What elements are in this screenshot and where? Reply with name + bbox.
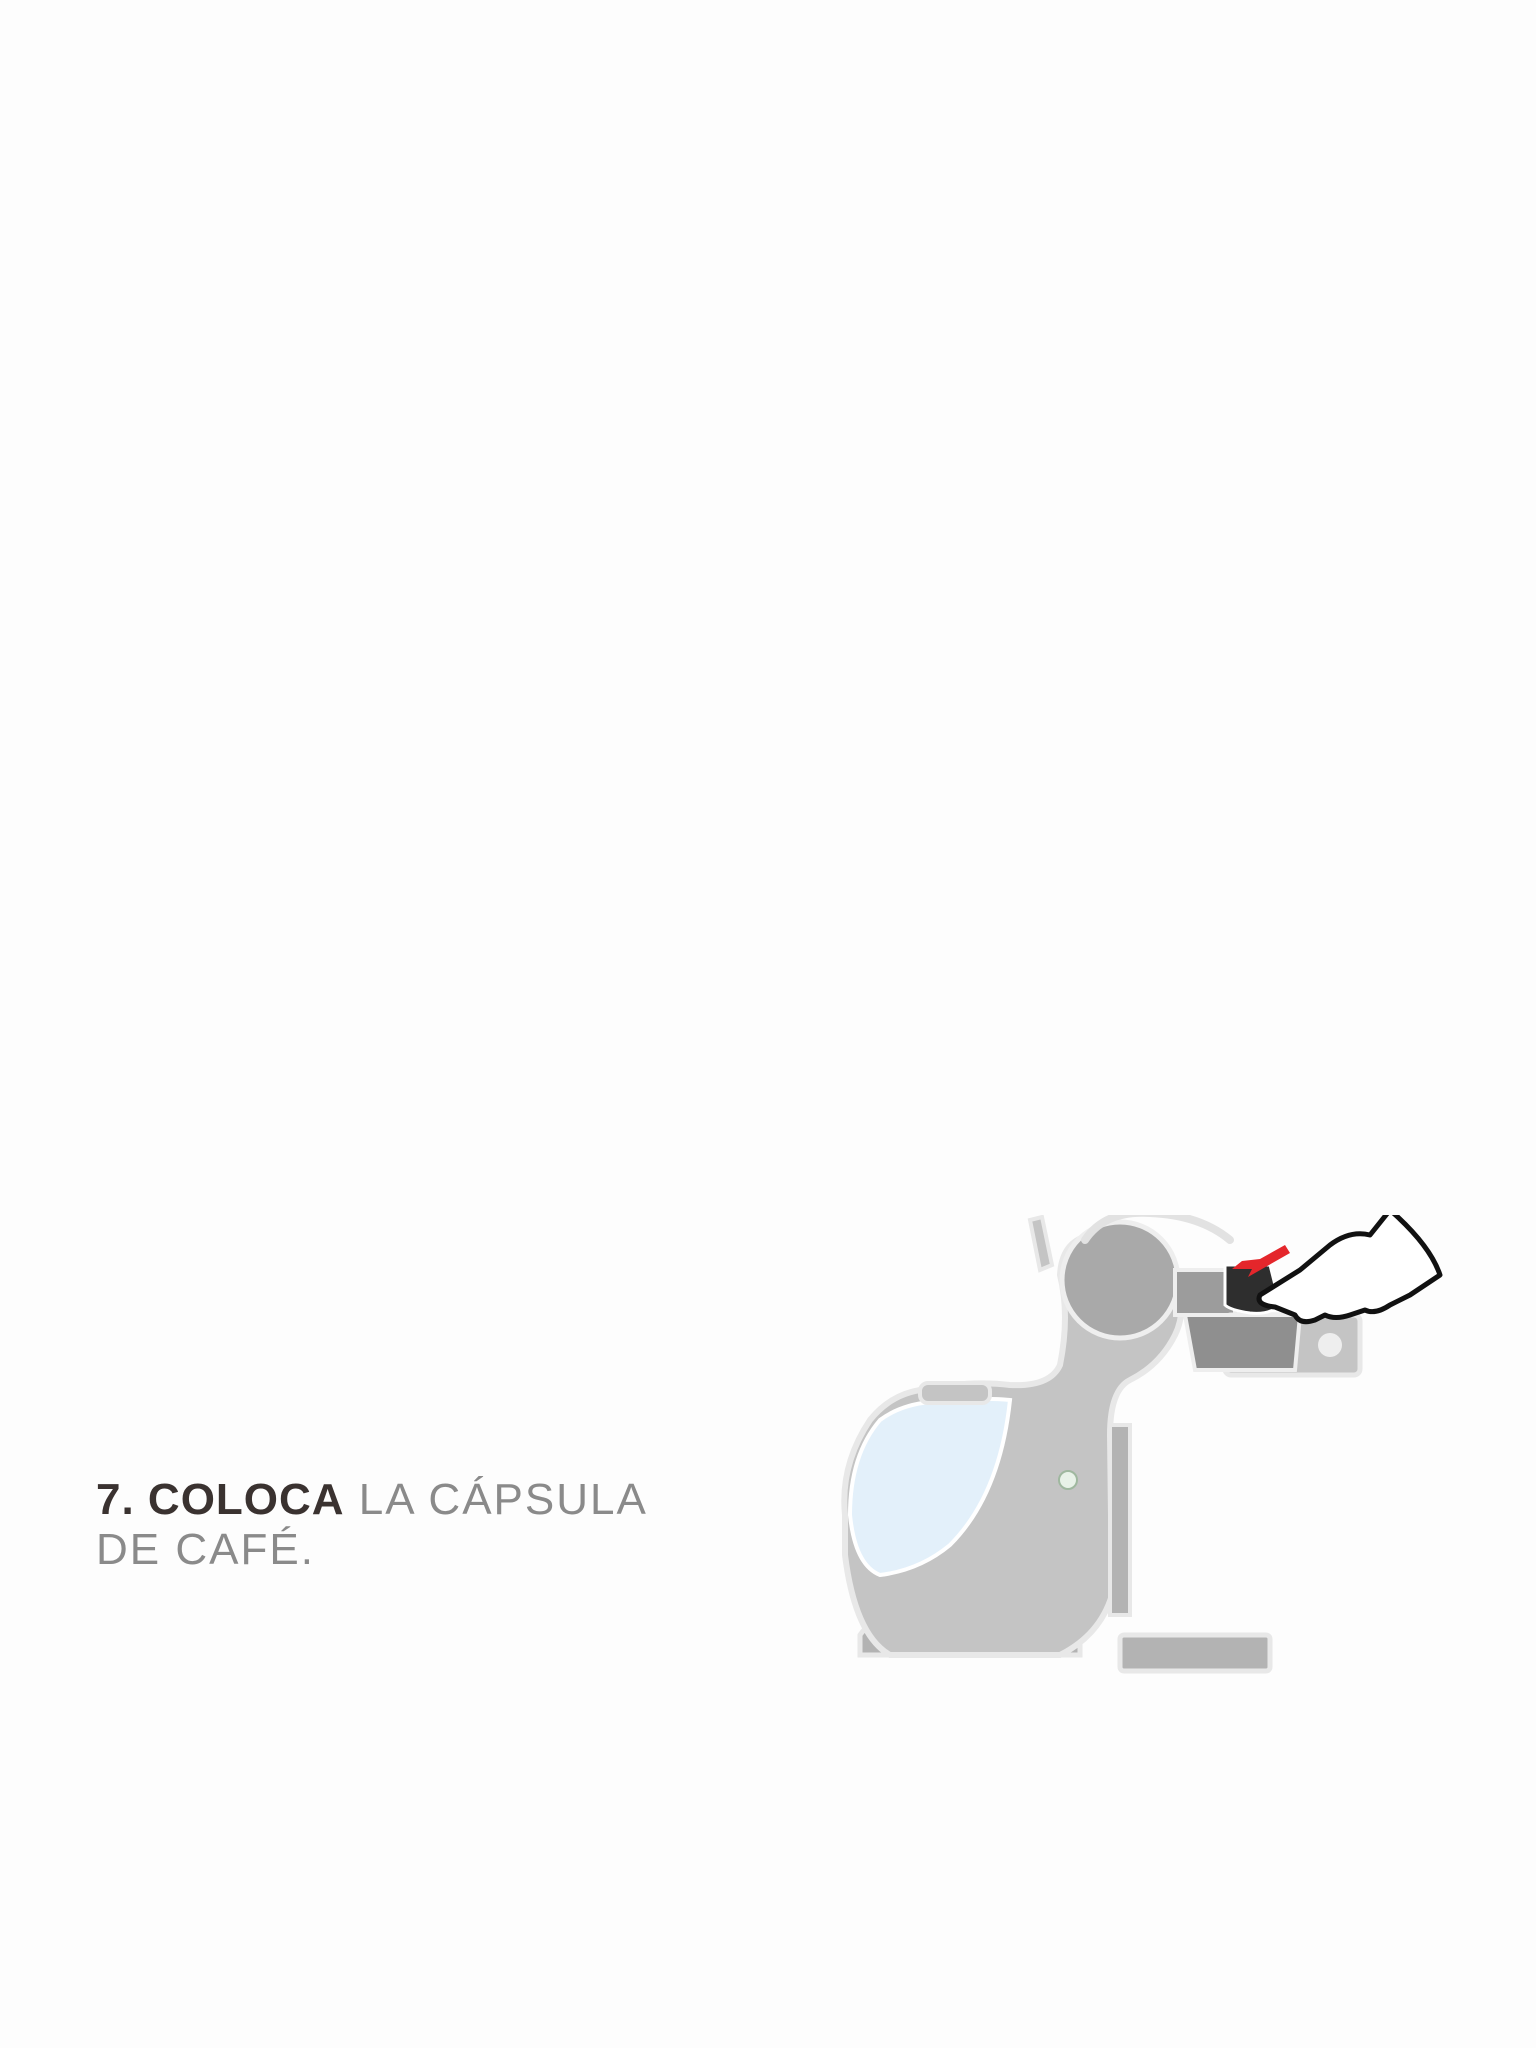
step-text-line1: LA CÁPSULA [344,1475,648,1524]
water-tank [847,1396,1013,1578]
drip-tray [1117,1632,1273,1674]
holder-cup [1182,1313,1303,1372]
head-dial [1059,1219,1181,1341]
power-icon [1058,1470,1078,1490]
side-column [1108,1423,1132,1617]
hand-icon [1256,1215,1443,1325]
holder-hole [1318,1333,1342,1357]
tank-lid [918,1381,992,1405]
step-action-bold: 7. COLOCA [96,1475,345,1524]
step-instruction: 7. COLOCA LA CÁPSULA DE CAFÉ. [96,1475,716,1575]
insert-arrow-icon [1232,1245,1290,1277]
step-text-line2: DE CAFÉ. [96,1525,315,1574]
lever [1027,1215,1055,1273]
coffee-machine-illustration [841,1215,1443,1674]
top-handle [1081,1215,1234,1244]
